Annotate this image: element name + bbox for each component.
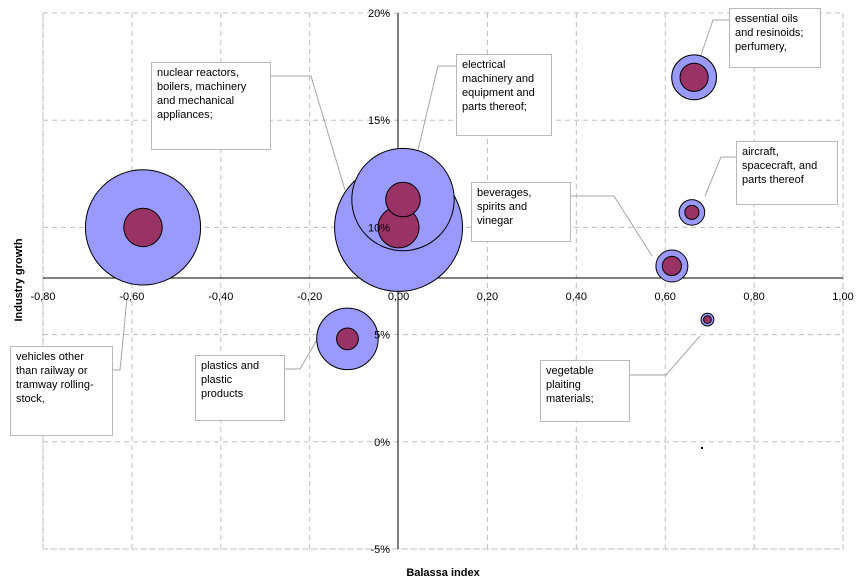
leader-line	[704, 156, 736, 197]
x-tick-label: 0,20	[477, 291, 498, 303]
y-tick-label: 20%	[368, 8, 390, 20]
y-tick-label: -5%	[370, 544, 390, 556]
callout-essential-oils: essential oils and resinoids; perfumery,	[729, 8, 821, 68]
inner-bubbles	[123, 62, 712, 351]
callout-vehicles: vehicles other than railway or tramway r…	[10, 346, 113, 436]
x-tick-label: 0,40	[566, 291, 587, 303]
inner-bubble	[679, 62, 709, 92]
leader-line	[113, 297, 128, 371]
callout-plastics: plastics and plastic products	[195, 355, 285, 421]
inner-bubble	[385, 181, 421, 218]
x-tick-labels: -0,80 -0,60 -0,40 -0,20 0,00 0,20 0,40 0,60 0,80…	[30, 291, 853, 303]
y-tick-label: 10%	[368, 222, 390, 234]
y-tick-labels: 20% 15% 10% 5% 0% -5%	[368, 8, 390, 556]
callout-electrical: electrical machinery and equipment and p…	[456, 54, 552, 136]
leader-line	[271, 75, 346, 191]
callout-nuclear: nuclear reactors, boilers, machinery and…	[151, 62, 271, 150]
inner-bubble	[703, 315, 712, 324]
inner-bubble	[123, 207, 163, 248]
x-tick-label: 1,00	[832, 291, 853, 303]
leader-line	[699, 19, 729, 59]
y-tick-label: 5%	[374, 330, 390, 342]
x-tick-label: -0,40	[208, 291, 233, 303]
inner-bubble	[336, 327, 359, 351]
y-axis-title: Industry growth	[13, 238, 25, 321]
x-tick-label: 0,60	[655, 291, 676, 303]
callout-vegetable: vegetable plaiting materials;	[540, 360, 630, 422]
inner-bubble	[661, 255, 682, 277]
x-tick-label: -0,20	[297, 291, 322, 303]
leader-line	[285, 337, 319, 370]
x-axis-title: Balassa index	[406, 567, 480, 579]
x-tick-label: -0,60	[119, 291, 144, 303]
plot-frame	[42, 12, 844, 550]
gridlines	[42, 12, 844, 550]
bubbles	[84, 54, 718, 371]
callout-beverages: beverages, spirits and vinegar	[471, 182, 571, 242]
callout-aircraft: aircraft, spacecraft, and parts thereof	[736, 141, 838, 205]
inner-bubble	[684, 204, 700, 220]
leader-line	[571, 195, 653, 257]
y-tick-label: 0%	[374, 437, 390, 449]
stray-dot	[701, 447, 703, 449]
leader-line	[630, 335, 701, 376]
x-tick-label: 0,00	[388, 291, 409, 303]
leader-line	[417, 65, 456, 151]
callout-leader-lines	[113, 19, 736, 376]
y-tick-label: 15%	[368, 115, 390, 127]
x-tick-label: 0,80	[743, 291, 764, 303]
x-tick-label: -0,80	[30, 291, 55, 303]
